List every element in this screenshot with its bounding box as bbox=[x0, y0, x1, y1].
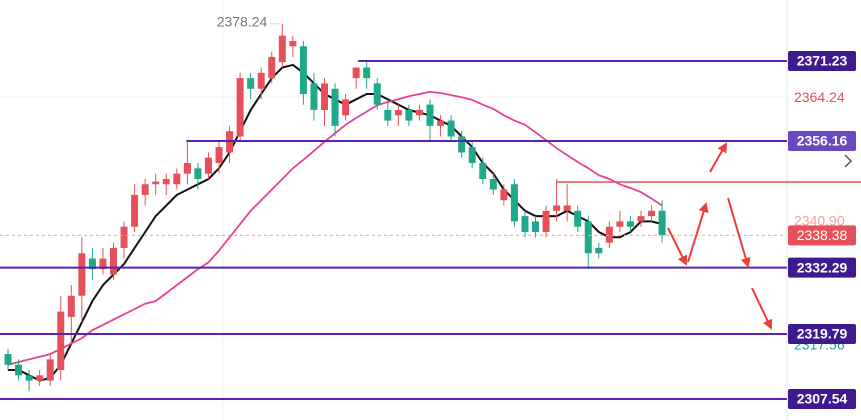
candle-body bbox=[405, 109, 413, 121]
y-tick-label: 2340.90 bbox=[794, 213, 845, 229]
candle-body bbox=[299, 46, 307, 95]
candle-body bbox=[120, 226, 128, 248]
candle-body bbox=[247, 78, 255, 89]
candle-body bbox=[99, 258, 107, 270]
arrow bbox=[709, 142, 727, 173]
candle-body bbox=[605, 226, 613, 243]
candle-body bbox=[479, 163, 487, 179]
candle-body bbox=[289, 40, 297, 47]
candle-body bbox=[4, 354, 12, 365]
level-label: 2307.54 bbox=[797, 391, 848, 407]
arrow bbox=[727, 197, 751, 268]
candle-body bbox=[67, 295, 75, 317]
y-tick-label: 2364.24 bbox=[794, 89, 845, 105]
chevron-icon[interactable] bbox=[844, 154, 853, 168]
candle-body bbox=[131, 194, 139, 227]
candle-body bbox=[215, 147, 223, 164]
candle-body bbox=[141, 184, 149, 195]
candle-body bbox=[437, 120, 445, 126]
candle-body bbox=[352, 67, 360, 79]
candle-body bbox=[236, 78, 244, 137]
candle-body bbox=[394, 109, 402, 116]
expand-button[interactable] bbox=[838, 151, 858, 171]
candle-body bbox=[257, 72, 265, 89]
arrow bbox=[687, 202, 709, 263]
candle-body bbox=[574, 210, 582, 227]
candle-body bbox=[15, 364, 23, 376]
candle-body bbox=[563, 205, 571, 211]
candle-body bbox=[268, 56, 276, 79]
candle-body bbox=[373, 83, 381, 105]
candle-body bbox=[637, 216, 645, 222]
candle-body bbox=[204, 157, 212, 174]
candle-body bbox=[152, 181, 160, 185]
candle-body bbox=[331, 88, 339, 126]
current-price-label: 2338.38 bbox=[797, 227, 848, 243]
level-label-box bbox=[788, 50, 856, 71]
level-label-box bbox=[788, 257, 856, 278]
candle-body bbox=[57, 311, 65, 371]
candle-body bbox=[78, 253, 86, 296]
level-label: 2356.16 bbox=[797, 133, 848, 149]
candle-body bbox=[310, 83, 318, 110]
arrow bbox=[667, 227, 687, 266]
arrow bbox=[751, 287, 773, 330]
level-label-box bbox=[788, 130, 856, 151]
high-label: 2378.24 bbox=[217, 13, 268, 29]
level-label: 2319.79 bbox=[797, 326, 848, 342]
level-label: 2332.29 bbox=[797, 259, 848, 275]
candle-body bbox=[447, 120, 455, 137]
candle-body bbox=[415, 109, 423, 116]
candle-body bbox=[489, 178, 497, 190]
current-price-box bbox=[788, 225, 856, 246]
level-label-box bbox=[788, 388, 856, 409]
candle-body bbox=[658, 210, 666, 236]
candle-body bbox=[595, 247, 603, 254]
candle-body bbox=[500, 189, 508, 201]
candle-body bbox=[36, 375, 44, 381]
price-axis: 2317.562340.902364.242338.382371.232356.… bbox=[788, 50, 856, 409]
candle-body bbox=[363, 67, 371, 79]
candle-body bbox=[342, 99, 350, 116]
forecast-arrows bbox=[667, 142, 773, 330]
expand-button-bg[interactable] bbox=[838, 151, 858, 171]
candle-body bbox=[194, 168, 202, 179]
candle-body bbox=[173, 173, 181, 185]
level-label-box bbox=[788, 323, 856, 344]
candle-body bbox=[110, 247, 117, 275]
candle-body bbox=[384, 109, 392, 121]
candle-body bbox=[510, 184, 518, 222]
candle-body bbox=[458, 136, 466, 153]
candle-body bbox=[88, 258, 96, 270]
level-label: 2371.23 bbox=[797, 53, 848, 69]
candle-body bbox=[46, 359, 54, 381]
candle-body bbox=[648, 210, 656, 217]
candle-body bbox=[25, 375, 33, 381]
candle-body bbox=[584, 221, 592, 254]
candle-body bbox=[162, 178, 170, 185]
candle-body bbox=[542, 210, 550, 233]
candle-body bbox=[521, 216, 529, 233]
plot-area: 2378.24 bbox=[0, 13, 861, 400]
candle-body bbox=[183, 163, 191, 174]
candle-body bbox=[278, 35, 286, 63]
candle-body bbox=[468, 147, 476, 164]
candle-body bbox=[553, 205, 561, 211]
candle-body bbox=[321, 83, 328, 110]
candle-body bbox=[426, 104, 434, 126]
candle-body bbox=[626, 221, 634, 227]
candle-body bbox=[616, 221, 624, 227]
candle-body bbox=[532, 221, 539, 233]
